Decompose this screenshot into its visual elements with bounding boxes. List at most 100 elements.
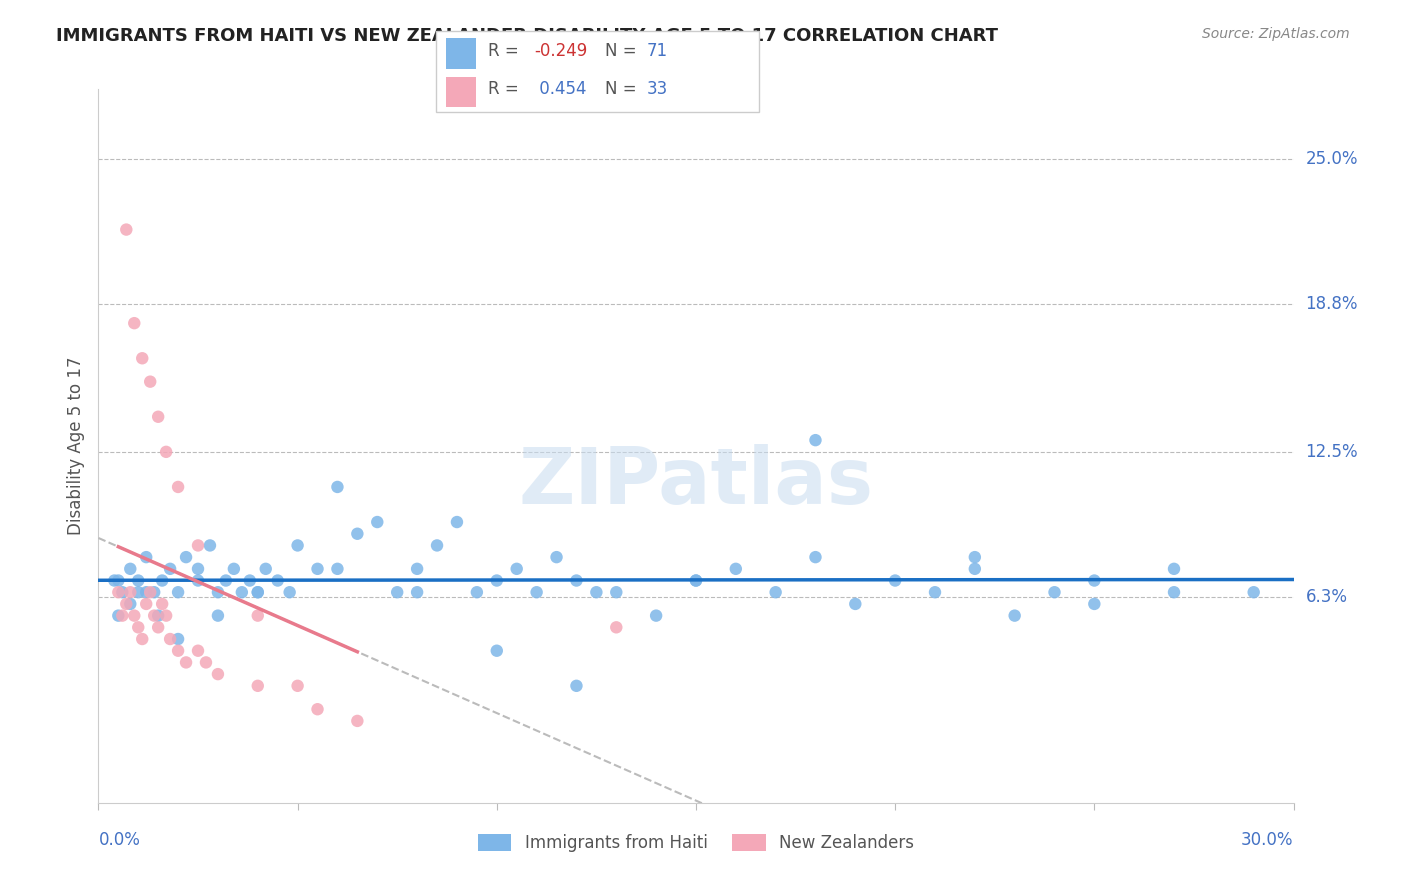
Point bbox=[426, 538, 449, 552]
Text: 30.0%: 30.0% bbox=[1241, 830, 1294, 849]
Point bbox=[278, 585, 301, 599]
Point bbox=[287, 538, 309, 552]
Text: Source: ZipAtlas.com: Source: ZipAtlas.com bbox=[1202, 27, 1350, 41]
Point bbox=[366, 515, 388, 529]
Point bbox=[120, 597, 142, 611]
Point bbox=[143, 608, 166, 623]
Text: R =: R = bbox=[488, 42, 524, 60]
Legend: Immigrants from Haiti, New Zealanders: Immigrants from Haiti, New Zealanders bbox=[471, 827, 921, 859]
Point bbox=[150, 597, 173, 611]
Point bbox=[246, 679, 269, 693]
Point bbox=[1083, 574, 1105, 588]
Point bbox=[135, 597, 157, 611]
Point bbox=[565, 679, 588, 693]
Point bbox=[174, 656, 197, 670]
Point bbox=[127, 620, 149, 634]
Point bbox=[174, 550, 197, 565]
Point bbox=[246, 585, 269, 599]
Point bbox=[685, 574, 707, 588]
Point bbox=[155, 445, 177, 459]
Point bbox=[605, 585, 627, 599]
Point bbox=[187, 574, 209, 588]
Point bbox=[148, 608, 170, 623]
Point bbox=[239, 574, 262, 588]
Point bbox=[139, 375, 162, 389]
Text: N =: N = bbox=[605, 42, 641, 60]
Point bbox=[346, 526, 368, 541]
Point bbox=[207, 667, 229, 681]
Point bbox=[139, 585, 162, 599]
Point bbox=[287, 679, 309, 693]
Point bbox=[195, 656, 218, 670]
Text: N =: N = bbox=[605, 80, 641, 98]
Point bbox=[963, 550, 986, 565]
Text: 25.0%: 25.0% bbox=[1306, 151, 1358, 169]
Point bbox=[187, 562, 209, 576]
Point bbox=[103, 574, 125, 588]
Point bbox=[222, 562, 245, 576]
Point bbox=[565, 574, 588, 588]
Point bbox=[155, 608, 177, 623]
Text: R =: R = bbox=[488, 80, 524, 98]
Point bbox=[111, 585, 134, 599]
Point bbox=[187, 644, 209, 658]
Point bbox=[150, 574, 173, 588]
Point bbox=[107, 574, 129, 588]
Point bbox=[198, 538, 221, 552]
Point bbox=[844, 597, 866, 611]
Point bbox=[120, 585, 142, 599]
Point bbox=[143, 585, 166, 599]
Point bbox=[246, 585, 269, 599]
Point bbox=[215, 574, 238, 588]
Point bbox=[148, 409, 170, 424]
Point bbox=[765, 585, 787, 599]
Text: 12.5%: 12.5% bbox=[1306, 442, 1358, 461]
Text: ZIPatlas: ZIPatlas bbox=[519, 443, 873, 520]
Point bbox=[207, 608, 229, 623]
Point bbox=[406, 585, 429, 599]
Point bbox=[120, 562, 142, 576]
Point bbox=[124, 608, 146, 623]
Point bbox=[115, 597, 138, 611]
Point bbox=[326, 480, 349, 494]
Text: IMMIGRANTS FROM HAITI VS NEW ZEALANDER DISABILITY AGE 5 TO 17 CORRELATION CHART: IMMIGRANTS FROM HAITI VS NEW ZEALANDER D… bbox=[56, 27, 998, 45]
Point bbox=[307, 702, 329, 716]
Y-axis label: Disability Age 5 to 17: Disability Age 5 to 17 bbox=[66, 357, 84, 535]
Point bbox=[111, 608, 134, 623]
Point bbox=[159, 632, 181, 646]
Point bbox=[135, 585, 157, 599]
Point bbox=[131, 632, 153, 646]
Text: 18.8%: 18.8% bbox=[1306, 295, 1358, 313]
Point bbox=[207, 585, 229, 599]
Point bbox=[465, 585, 488, 599]
Point bbox=[148, 620, 170, 634]
Point bbox=[107, 608, 129, 623]
Point bbox=[1163, 562, 1185, 576]
Point bbox=[167, 585, 190, 599]
Text: 0.454: 0.454 bbox=[534, 80, 586, 98]
Point bbox=[124, 316, 146, 330]
Point bbox=[605, 620, 627, 634]
Point bbox=[485, 644, 508, 658]
Point bbox=[1004, 608, 1026, 623]
Point bbox=[585, 585, 607, 599]
Point bbox=[526, 585, 548, 599]
Point bbox=[406, 562, 429, 576]
Point bbox=[385, 585, 409, 599]
Point bbox=[446, 515, 468, 529]
Point bbox=[167, 644, 190, 658]
Point bbox=[246, 608, 269, 623]
Point bbox=[107, 585, 129, 599]
Point bbox=[187, 538, 209, 552]
Text: 33: 33 bbox=[647, 80, 668, 98]
Point bbox=[231, 585, 253, 599]
Point bbox=[1043, 585, 1066, 599]
Point bbox=[645, 608, 668, 623]
Text: 0.0%: 0.0% bbox=[98, 830, 141, 849]
Point bbox=[1083, 597, 1105, 611]
Point bbox=[127, 585, 149, 599]
Point bbox=[884, 574, 907, 588]
Text: -0.249: -0.249 bbox=[534, 42, 588, 60]
Point bbox=[1243, 585, 1265, 599]
Point bbox=[924, 585, 946, 599]
